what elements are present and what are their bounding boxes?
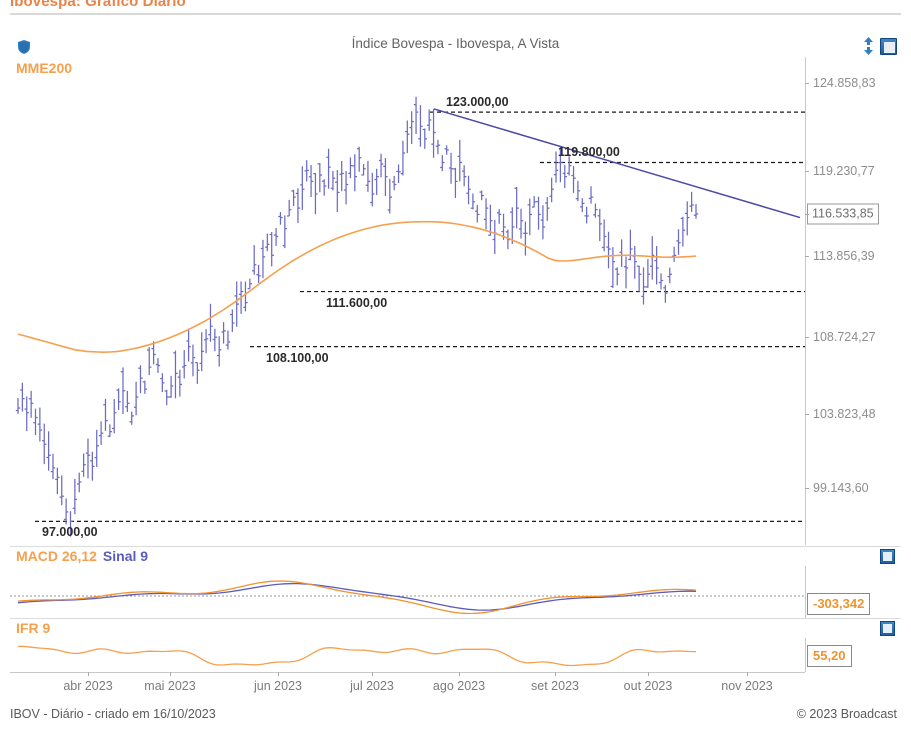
- macd-legend[interactable]: MACD 26,12 Sinal 9: [16, 548, 148, 564]
- price-tick-label-1: 119.230,77: [813, 164, 875, 179]
- price-pane-header: Índice Bovespa - Ibovespa, A Vista MME20…: [10, 33, 901, 76]
- up-down-arrow-icon[interactable]: [863, 37, 874, 55]
- date-tick-label-6: out 2023: [623, 679, 673, 693]
- ifr-chart-svg: [17, 645, 696, 667]
- price-tick-label-4: 103.823,48: [813, 406, 876, 421]
- footer-left-text: IBOV - Diário - criado em 16/10/2023: [10, 707, 216, 721]
- date-tick-mark: [555, 672, 556, 676]
- date-tick-mark: [88, 672, 89, 676]
- price-pane: Índice Bovespa - Ibovespa, A Vista MME20…: [10, 33, 901, 545]
- ifr-plot-area: [10, 638, 805, 672]
- price-tick-mark: [805, 82, 809, 84]
- current-price-badge: 116.533,85: [807, 203, 879, 225]
- ifr-divider: [10, 618, 901, 619]
- price-axis-spine: [805, 57, 806, 545]
- macd-chart-svg: [10, 580, 805, 615]
- chart-title: Índice Bovespa - Ibovespa, A Vista: [351, 36, 560, 51]
- macd-axis: -303,342: [805, 566, 901, 618]
- ifr-axis: 55,20: [805, 638, 901, 672]
- price-tick-mark: [805, 487, 809, 489]
- ifr-pane: IFR 9 55,20: [10, 618, 901, 672]
- ifr-legend-label: IFR 9: [16, 620, 51, 636]
- date-axis[interactable]: abr 2023 mai 2023 jun 2023 jul 2023 ago 2023…: [10, 672, 901, 700]
- price-tick-mark: [805, 256, 809, 258]
- date-tick-label-0: abr 2023: [63, 679, 113, 693]
- macd-legend-label: MACD 26,12: [16, 548, 97, 564]
- chart-settings-icon[interactable]: [880, 37, 897, 55]
- ifr-settings-icon[interactable]: [880, 621, 895, 636]
- date-axis-line: [10, 672, 805, 673]
- date-tick-label-2: jun 2023: [254, 679, 302, 693]
- price-tick-mark: [805, 413, 809, 415]
- date-tick-label-1: mai 2023: [144, 679, 196, 693]
- price-tick-label-2: 113.856,39: [813, 249, 875, 264]
- macd-signal-label: Sinal 9: [102, 548, 149, 564]
- date-tick-mark: [747, 672, 748, 676]
- price-tick-mark: [805, 171, 809, 173]
- macd-value-badge: -303,342: [807, 593, 871, 615]
- price-tick-mark: [805, 336, 809, 338]
- price-tick-label-3: 108.724,27: [813, 329, 876, 344]
- macd-plot-area: [10, 566, 805, 618]
- date-tick-label-3: jul 2023: [350, 679, 394, 693]
- ifr-axis-spine: [805, 638, 806, 672]
- window-title: Ibovespa: Gráfico Diário: [10, 0, 186, 10]
- date-tick-mark: [170, 672, 171, 676]
- macd-pane: MACD 26,12 Sinal 9 -303,342: [10, 546, 901, 618]
- price-tick-label-0: 124.858,83: [813, 75, 876, 90]
- date-tick-mark: [278, 672, 279, 676]
- price-axis[interactable]: 124.858,83 119.230,77 113.856,39 108.724,27…: [805, 57, 901, 545]
- current-price-tick: [805, 213, 809, 215]
- macd-divider: [10, 546, 901, 547]
- date-tick-label-5: set 2023: [531, 679, 579, 693]
- price-tick-label-5: 99.143,60: [813, 480, 869, 495]
- shield-icon: [18, 40, 30, 54]
- footer-right-text: © 2023 Broadcast: [796, 707, 897, 721]
- price-chart-svg: [15, 96, 805, 537]
- legend-mme200[interactable]: MME200: [16, 60, 73, 76]
- date-tick-mark: [648, 672, 649, 676]
- ifr-value-badge: 55,20: [807, 645, 852, 667]
- date-tick-label-4: ago 2023: [432, 679, 486, 693]
- date-tick-mark: [372, 672, 373, 676]
- date-tick-label-7: nov 2023: [721, 679, 773, 693]
- ifr-legend[interactable]: IFR 9: [16, 620, 50, 636]
- header-icon-group: [863, 37, 897, 55]
- title-divider: [10, 13, 901, 15]
- macd-axis-spine: [805, 566, 806, 618]
- price-plot-area: [10, 57, 805, 545]
- date-tick-mark: [459, 672, 460, 676]
- macd-settings-icon[interactable]: [880, 549, 895, 564]
